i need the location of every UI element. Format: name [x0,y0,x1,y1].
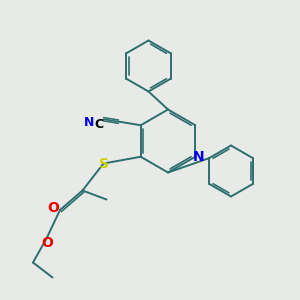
Text: N: N [84,116,94,129]
Text: N: N [193,150,205,164]
Text: S: S [98,157,109,170]
Text: O: O [41,236,53,250]
Text: O: O [47,202,59,215]
Text: C: C [94,118,103,131]
